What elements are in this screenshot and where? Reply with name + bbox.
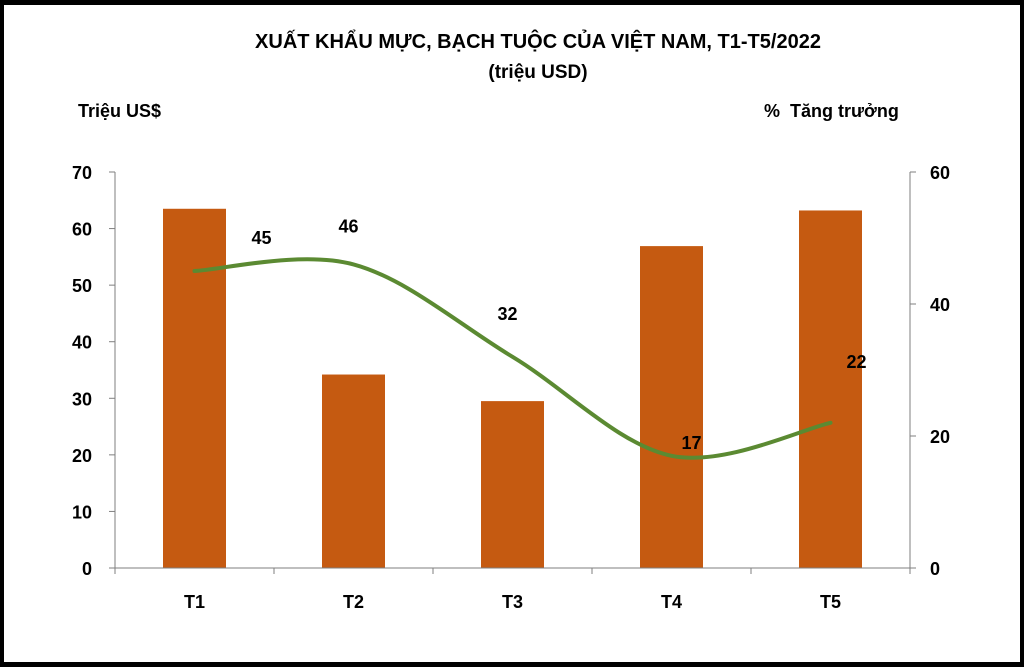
right-tick-label: 40 — [930, 295, 950, 315]
growth-line-series — [192, 257, 833, 460]
growth-data-label-T4: 17 — [681, 433, 701, 453]
x-tick-label-T4: T4 — [661, 592, 682, 612]
bar-T4 — [640, 246, 703, 568]
left-tick-label: 70 — [72, 163, 92, 183]
chart-title: XUẤT KHẨU MỰC, BẠCH TUỘC CỦA VIỆT NAM, T… — [255, 31, 821, 53]
left-tick-label: 60 — [72, 220, 92, 240]
left-tick-label: 20 — [72, 446, 92, 466]
x-tick-label-T1: T1 — [184, 592, 205, 612]
right-tick-label: 20 — [930, 427, 950, 447]
bar-series — [163, 208, 862, 568]
right-tick-label: 0 — [930, 559, 940, 579]
growth-data-label-T2: 46 — [338, 216, 358, 236]
left-tick-label: 0 — [82, 559, 92, 579]
left-tick-label: 30 — [72, 389, 92, 409]
left-tick-label: 50 — [72, 276, 92, 296]
bar-T3 — [481, 401, 544, 568]
growth-line — [192, 257, 833, 460]
growth-data-label-T5: 22 — [846, 352, 866, 372]
x-tick-label-T3: T3 — [502, 592, 523, 612]
bar-T2 — [322, 374, 385, 568]
axes: 0 10 20 30 40 50 60 70 0 20 40 60 T1 T2 T3 T4 T5 — [72, 163, 950, 612]
chart-subtitle: (triệu USD) — [488, 62, 588, 83]
x-tick-label-T5: T5 — [820, 592, 841, 612]
bar-T5 — [799, 210, 862, 568]
left-axis-title: Triệu US$ — [78, 101, 162, 121]
data-labels: 45 46 32 17 22 — [251, 216, 866, 452]
x-tick-label-T2: T2 — [343, 592, 364, 612]
growth-data-label-T1: 45 — [251, 228, 271, 248]
bar-T1 — [163, 208, 226, 568]
right-tick-label: 60 — [930, 163, 950, 183]
left-tick-label: 40 — [72, 333, 92, 353]
right-axis-title: % Tăng trưởng — [764, 101, 899, 121]
left-tick-label: 10 — [72, 502, 92, 522]
growth-data-label-T3: 32 — [497, 304, 517, 324]
